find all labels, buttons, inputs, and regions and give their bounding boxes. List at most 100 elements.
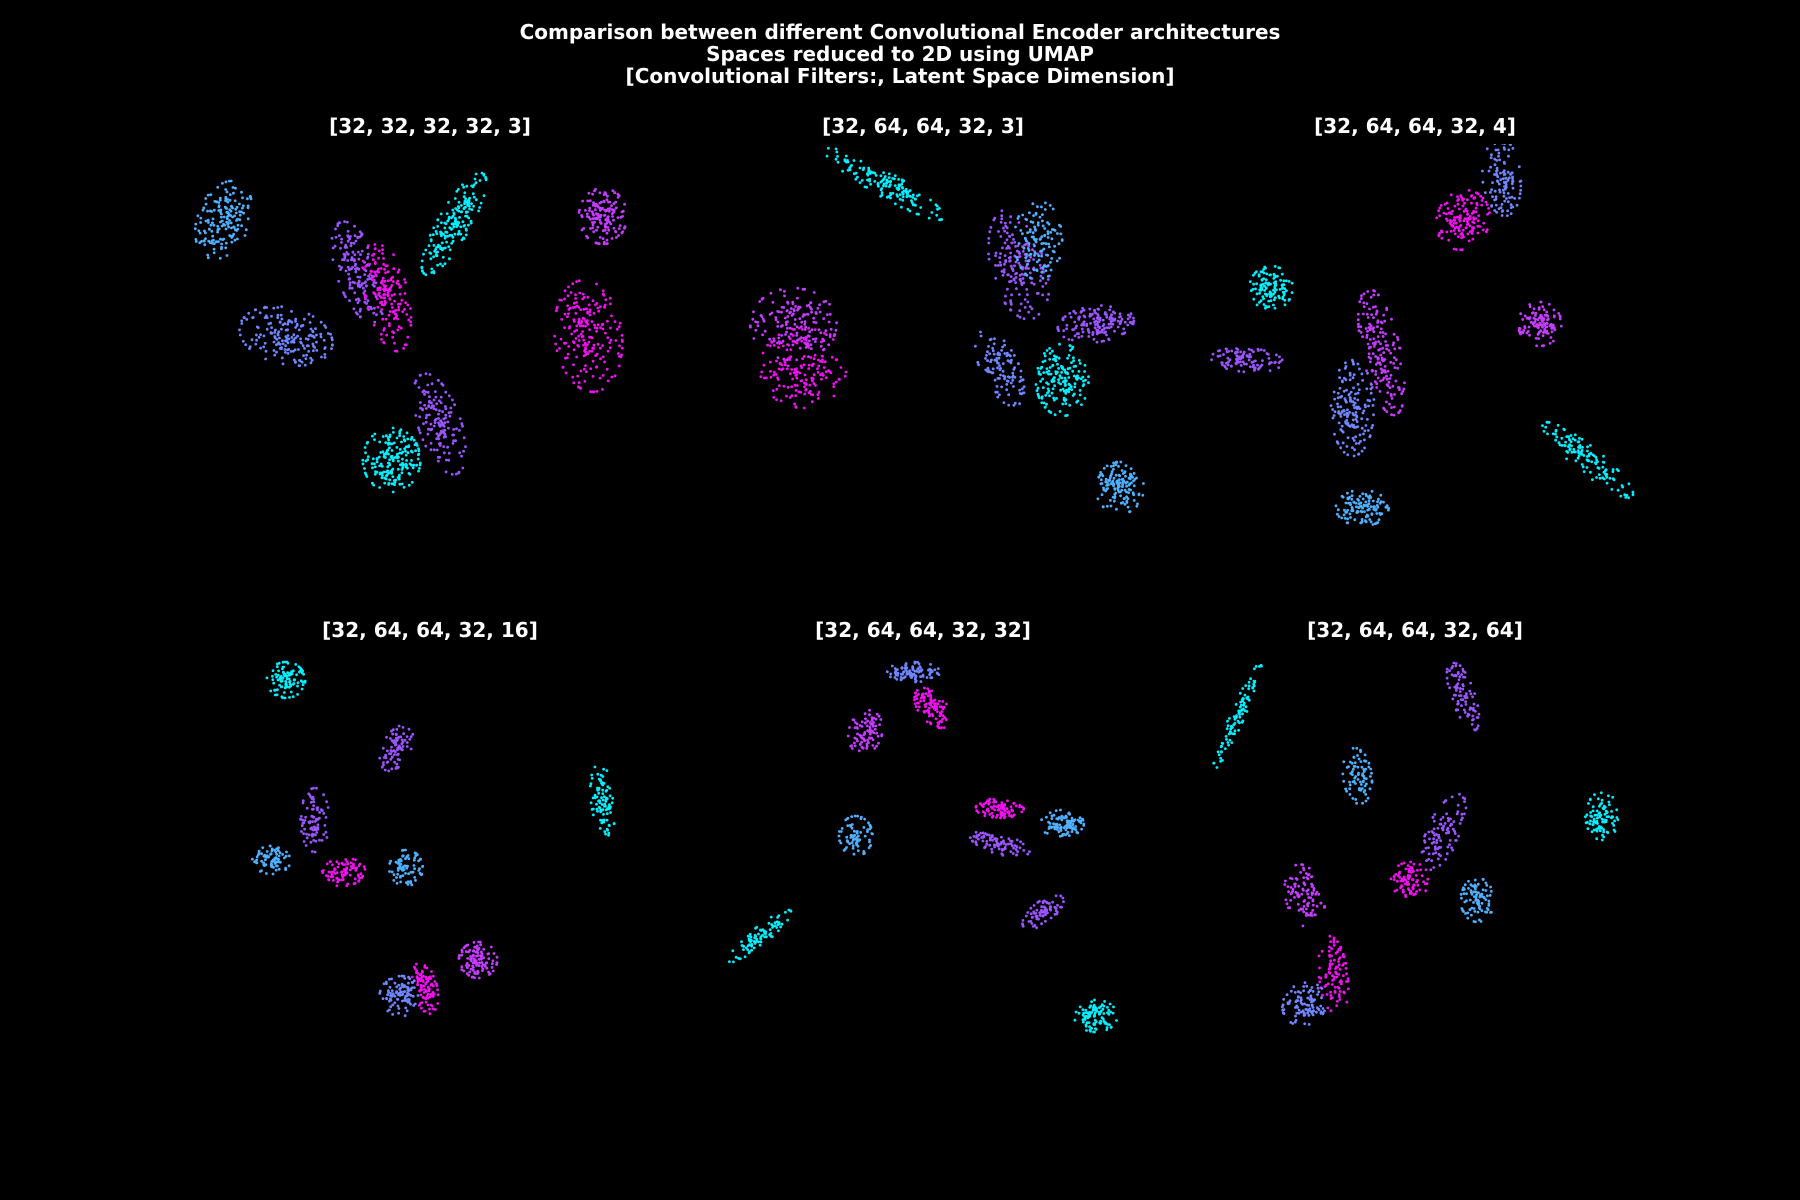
scatter-point [1611, 470, 1615, 473]
scatter-point [585, 321, 589, 324]
scatter-point [243, 234, 247, 237]
scatter-point [257, 335, 261, 339]
scatter-point [1011, 371, 1015, 375]
scatter-point [401, 748, 404, 752]
scatter-point [1016, 362, 1020, 365]
scatter-point [1083, 397, 1087, 400]
scatter-point [324, 830, 328, 834]
scatter-point [400, 738, 404, 742]
scatter-point [309, 327, 313, 331]
scatter-point [259, 346, 262, 350]
scatter-point [572, 381, 576, 385]
scatter-point [1043, 354, 1047, 358]
scatter-point [390, 989, 394, 992]
scatter-point [287, 672, 291, 675]
scatter-point [445, 458, 448, 462]
scatter-point [566, 304, 569, 308]
scatter-point [307, 792, 311, 796]
scatter-point [1341, 441, 1345, 445]
scatter-point [1369, 324, 1373, 328]
scatter-point [263, 863, 267, 867]
scatter-point [1597, 473, 1601, 476]
scatter-point [825, 313, 829, 316]
scatter-point [404, 449, 407, 453]
scatter-point [1032, 214, 1035, 217]
scatter-point [312, 349, 315, 353]
scatter-point [1028, 305, 1032, 308]
scatter-point [1356, 425, 1360, 428]
scatter-point [620, 346, 624, 350]
scatter-point [277, 858, 281, 861]
scatter-point [415, 463, 418, 467]
scatter-point [1346, 453, 1350, 457]
scatter-point [1457, 198, 1460, 201]
scatter-point [1026, 300, 1030, 304]
scatter-point [380, 308, 383, 311]
scatter-point [436, 455, 440, 459]
scatter-point [328, 860, 332, 864]
scatter-point [605, 797, 609, 800]
scatter-point [398, 448, 402, 451]
scatter-point [1040, 401, 1044, 405]
scatter-point [1078, 393, 1082, 397]
scatter-point [1069, 348, 1072, 352]
scatter-point [603, 830, 607, 833]
scatter-point [460, 422, 464, 426]
scatter-point [1235, 354, 1239, 358]
scatter-point [607, 209, 611, 213]
scatter-point [835, 321, 838, 325]
scatter-point [813, 328, 817, 331]
scatter-point [1264, 306, 1267, 310]
scatter-point [1465, 226, 1468, 229]
scatter-cluster [265, 660, 307, 700]
scatter-point [406, 988, 410, 992]
scatter-point [1268, 369, 1272, 372]
scatter-point [206, 253, 210, 257]
scatter-point [583, 348, 587, 352]
scatter-point [602, 818, 606, 822]
scatter-point [791, 377, 794, 381]
scatter-point [415, 962, 418, 966]
scatter-point [1345, 400, 1348, 404]
scatter-point [805, 383, 808, 386]
scatter-point [1061, 318, 1065, 321]
scatter-point [586, 295, 590, 299]
scatter-point [1256, 347, 1260, 351]
scatter-point [228, 193, 232, 196]
scatter-point [1481, 180, 1485, 184]
scatter-point [219, 208, 223, 212]
scatter-point [236, 223, 240, 227]
scatter-point [245, 318, 249, 321]
scatter-point [822, 366, 826, 369]
scatter-point [601, 289, 605, 293]
scatter-point [472, 204, 475, 208]
scatter-point [606, 207, 610, 211]
scatter-point [1040, 205, 1043, 209]
scatter-point [348, 873, 352, 877]
scatter-point [1394, 379, 1398, 383]
scatter-point [365, 441, 369, 445]
scatter-point [1440, 236, 1444, 240]
scatter-point [1018, 255, 1022, 258]
scatter-point [1368, 328, 1372, 332]
scatter-point [575, 355, 578, 359]
scatter-point [832, 334, 836, 338]
scatter-point [272, 340, 276, 344]
scatter-point [579, 386, 582, 390]
scatter-point [564, 371, 568, 375]
scatter-point [391, 459, 395, 463]
scatter-point [828, 302, 831, 306]
scatter-point [407, 472, 411, 475]
scatter-point [1508, 144, 1512, 146]
scatter-point [604, 832, 607, 836]
scatter-point [1040, 254, 1043, 258]
scatter-point [617, 234, 620, 237]
scatter-point [449, 411, 453, 414]
scatter-point [1239, 364, 1243, 367]
scatter-point [308, 321, 312, 324]
scatter-point [309, 800, 313, 804]
scatter-point [434, 230, 438, 233]
scatter-point [302, 354, 305, 358]
scatter-point [1572, 450, 1576, 454]
scatter-point [441, 429, 445, 432]
